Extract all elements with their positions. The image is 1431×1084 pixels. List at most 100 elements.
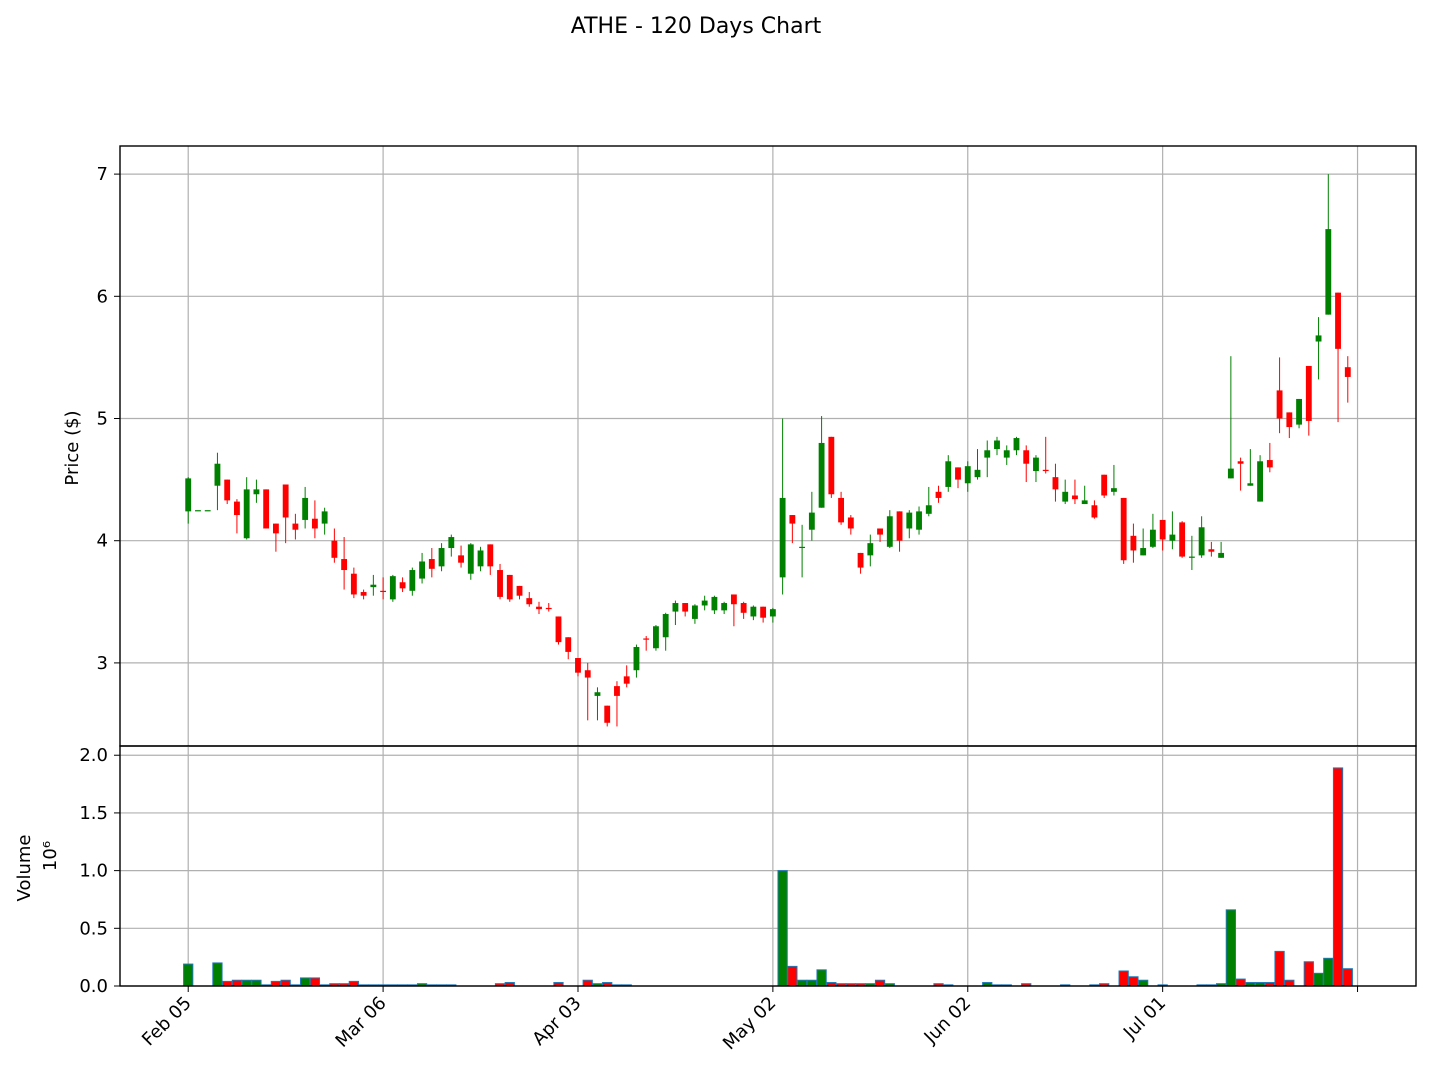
candle-down [1208, 542, 1214, 557]
candle-up [1199, 516, 1205, 558]
candle-body [273, 524, 279, 534]
candle-body [1140, 548, 1146, 555]
candle-body [663, 614, 669, 637]
candle-down [955, 467, 961, 488]
candle-body [789, 515, 795, 524]
candle-body [1111, 488, 1117, 492]
candle-up [673, 601, 679, 625]
candle-body [819, 443, 825, 508]
candle-up [819, 416, 825, 508]
candle-up [906, 510, 912, 538]
candle-body [1072, 495, 1078, 499]
volume-frame [120, 746, 1416, 986]
price-tick-label: 6 [97, 286, 108, 307]
candle-down [283, 484, 289, 543]
candle-up [916, 506, 922, 534]
volume-bar [184, 964, 193, 986]
candle-down [1160, 520, 1166, 551]
volume-bar [242, 980, 251, 986]
candle-down [1306, 366, 1312, 436]
candle-up [721, 602, 727, 614]
candle-up [975, 449, 981, 480]
candle-down [604, 706, 610, 727]
candle-up [1062, 480, 1068, 504]
candle-up [205, 510, 211, 511]
candle-body [809, 513, 815, 530]
candle-body [702, 601, 708, 606]
candle-up [711, 596, 717, 614]
candle-down [536, 602, 542, 614]
candle-down [760, 607, 766, 623]
candle-body [448, 537, 454, 548]
candle-body [341, 559, 347, 570]
candle-down [1130, 524, 1136, 563]
candle-up [215, 453, 221, 510]
candle-body [409, 570, 415, 591]
candle-body [468, 544, 474, 573]
candle-body [185, 478, 191, 511]
candle-body [799, 547, 805, 548]
candle-down [575, 658, 581, 676]
candle-body [1286, 412, 1292, 427]
candle-body [653, 626, 659, 648]
candle-up [419, 553, 425, 584]
candle-down [526, 592, 532, 607]
price-tick-label: 4 [97, 531, 108, 552]
candle-down [848, 515, 854, 535]
candle-down [585, 663, 591, 720]
candle-body [439, 548, 445, 566]
candle-body [1160, 520, 1166, 540]
candle-body [556, 616, 562, 642]
candle-up [1228, 356, 1234, 478]
volume-bar [807, 980, 816, 986]
candle-body [595, 692, 601, 696]
x-axis-ticks: Feb 05 Mar 06 Apr 03 May 02 Jun 02 Jul 01 [138, 986, 1357, 1054]
candle-down [341, 537, 347, 590]
candle-up [595, 687, 601, 720]
candle-up [409, 568, 415, 596]
candle-down [1023, 445, 1029, 482]
candle-body [575, 658, 581, 673]
candle-down [936, 486, 942, 503]
candle-down [546, 603, 552, 612]
candle-body [1218, 553, 1224, 558]
candle-body [390, 576, 396, 599]
candle-body [828, 437, 834, 494]
candle-body [1150, 530, 1156, 547]
candle-down [361, 590, 367, 600]
candle-up [965, 461, 971, 492]
candle-up [663, 613, 669, 651]
candle-down [331, 528, 337, 562]
candle-body [692, 605, 698, 618]
volume-bar [281, 980, 290, 986]
candle-down [224, 480, 230, 504]
candle-up [1296, 399, 1302, 428]
volume-y-exponent: 10⁶ [40, 841, 61, 871]
candle-body [721, 603, 727, 610]
candle-body [770, 609, 776, 616]
candle-down [1101, 475, 1107, 498]
candle-up [468, 543, 474, 580]
candle-up [1140, 528, 1146, 555]
candle-body [517, 586, 523, 596]
candle-body [867, 543, 873, 555]
candle-down [858, 553, 864, 574]
volume-tick-label: 2.0 [79, 745, 108, 766]
candle-up [634, 645, 640, 678]
candle-up [322, 508, 328, 535]
volume-bar [232, 980, 241, 986]
candle-up [702, 596, 708, 611]
volume-tick-label: 0.5 [79, 918, 108, 939]
candle-body [711, 597, 717, 610]
candle-down [351, 568, 357, 599]
candle-body [1189, 557, 1195, 558]
candle-up [1257, 455, 1263, 501]
candle-down [429, 548, 435, 577]
volume-bar [797, 980, 806, 986]
candles [185, 174, 1350, 726]
candle-down [624, 665, 630, 687]
candle-body [945, 461, 951, 487]
candle-body [897, 511, 903, 540]
candle-up [370, 575, 376, 596]
